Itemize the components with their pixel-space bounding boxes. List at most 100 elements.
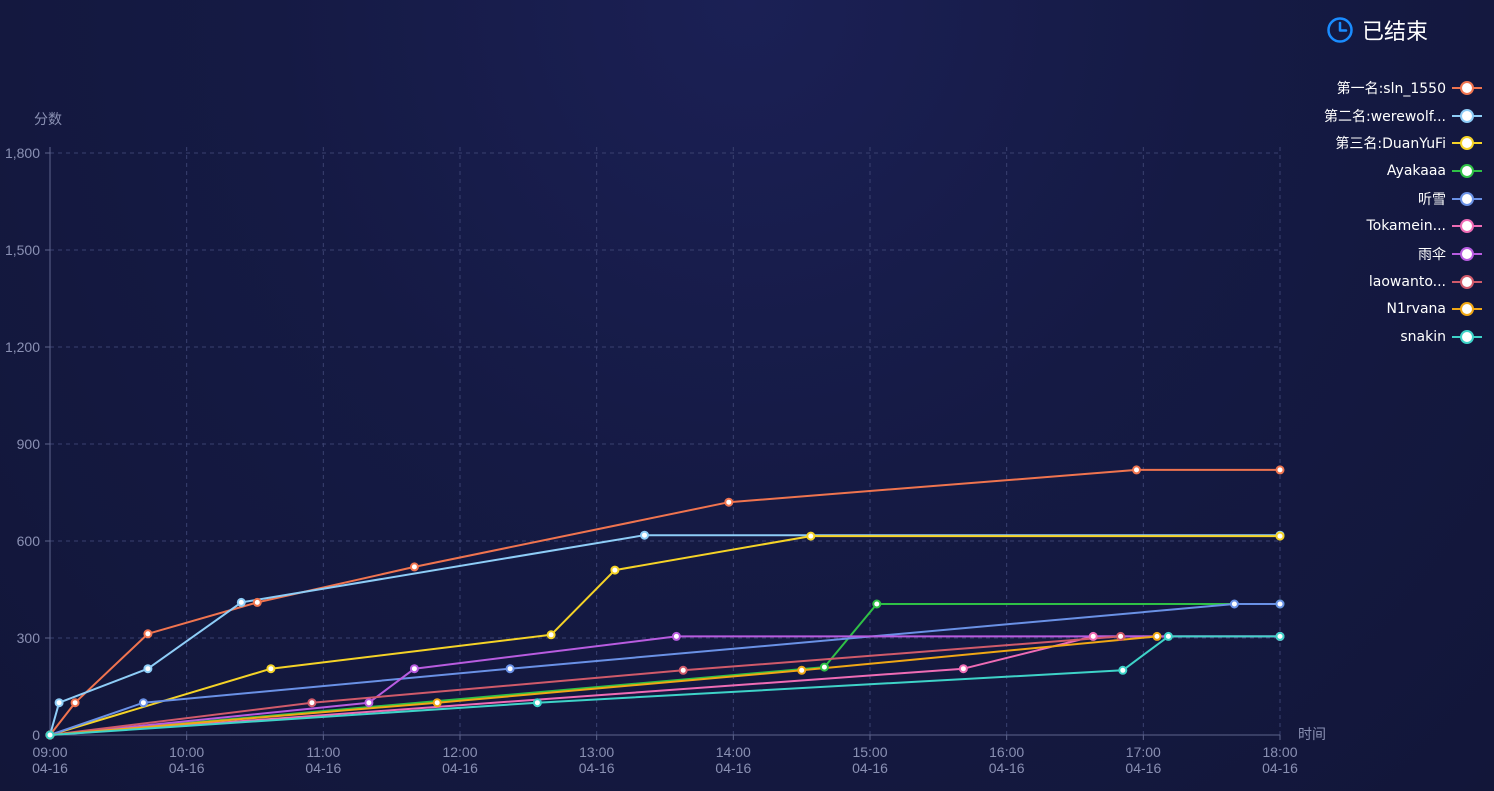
series-points bbox=[45, 465, 1285, 740]
legend-label: 第二名:werewolf... bbox=[1323, 108, 1446, 125]
x-tick-label: 13:00 bbox=[579, 744, 614, 760]
x-tick-label: 16:00 bbox=[989, 744, 1024, 760]
legend-label: snakin bbox=[1400, 329, 1446, 346]
x-tick-label: 15:00 bbox=[852, 744, 887, 760]
legend-item[interactable]: snakin bbox=[1400, 323, 1482, 351]
legend-marker-dot bbox=[1460, 136, 1474, 151]
legend-marker bbox=[1452, 274, 1482, 289]
x-axis-label: 时间 bbox=[1298, 726, 1326, 742]
legend-label: 第一名:sln_1550 bbox=[1336, 80, 1446, 97]
data-point bbox=[1275, 631, 1285, 641]
data-point bbox=[671, 631, 681, 641]
x-tick-label: 12:00 bbox=[442, 744, 477, 760]
data-point bbox=[409, 562, 419, 572]
data-point bbox=[872, 599, 882, 609]
legend-marker bbox=[1452, 191, 1482, 206]
data-point bbox=[70, 698, 80, 708]
legend-marker bbox=[1452, 302, 1482, 317]
series-lines bbox=[49, 468, 1280, 736]
y-tick-label: 600 bbox=[17, 533, 41, 549]
legend-marker bbox=[1452, 108, 1482, 123]
data-point bbox=[640, 530, 649, 540]
data-point bbox=[546, 630, 556, 640]
data-point bbox=[409, 664, 419, 674]
y-tick-label: 300 bbox=[17, 630, 41, 646]
data-point bbox=[236, 597, 246, 607]
y-tick-label: 1,500 bbox=[5, 242, 40, 258]
legend-item[interactable]: 听雪 bbox=[1418, 185, 1482, 213]
data-point bbox=[54, 698, 64, 708]
data-point bbox=[806, 531, 816, 541]
grid-lines bbox=[50, 147, 1281, 735]
data-point bbox=[532, 698, 542, 708]
x-tick-date: 04-16 bbox=[715, 760, 751, 776]
data-point bbox=[1132, 465, 1141, 475]
series-line-2 bbox=[49, 535, 1280, 736]
x-tick-date: 04-16 bbox=[852, 760, 888, 776]
x-tick-label: 09:00 bbox=[32, 744, 67, 760]
data-point bbox=[143, 664, 153, 674]
data-point bbox=[819, 662, 829, 672]
x-tick-label: 17:00 bbox=[1126, 744, 1161, 760]
x-tick-date: 04-16 bbox=[1125, 760, 1161, 776]
legend-item[interactable]: 第二名:werewolf... bbox=[1324, 102, 1482, 130]
legend-marker-dot bbox=[1460, 80, 1474, 95]
legend-marker-dot bbox=[1460, 302, 1474, 317]
legend-label: 听雪 bbox=[1418, 191, 1446, 208]
y-tick-label: 900 bbox=[17, 436, 41, 452]
status-indicator: 已结束 bbox=[1326, 14, 1428, 46]
legend-item[interactable]: 第一名:sln_1550 bbox=[1337, 74, 1482, 102]
legend-label: Tokamein... bbox=[1366, 218, 1446, 235]
data-point bbox=[252, 597, 262, 607]
legend-label: N1rvana bbox=[1386, 301, 1446, 318]
x-tick-date: 04-16 bbox=[1262, 760, 1298, 776]
series-line-7 bbox=[49, 635, 1121, 736]
legend-item[interactable]: 雨伞 bbox=[1418, 240, 1482, 268]
axes: 03006009001,2001,5001,80009:0004-1610:00… bbox=[5, 145, 1298, 776]
legend-label: 第三名:DuanYuFi bbox=[1335, 136, 1446, 153]
legend-label: laowanto... bbox=[1368, 273, 1446, 290]
x-tick-date: 04-16 bbox=[442, 760, 478, 776]
series-line-8 bbox=[49, 635, 1158, 736]
data-point bbox=[724, 497, 734, 507]
data-point bbox=[143, 629, 153, 639]
status-label: 已结束 bbox=[1362, 20, 1429, 45]
legend-label: 雨伞 bbox=[1418, 246, 1446, 263]
data-point bbox=[797, 665, 807, 675]
x-tick-date: 04-16 bbox=[169, 760, 205, 776]
x-tick-label: 14:00 bbox=[716, 744, 751, 760]
data-point bbox=[1229, 599, 1239, 609]
data-point bbox=[958, 664, 968, 674]
legend-marker-dot bbox=[1460, 108, 1474, 123]
y-tick-label: 1,800 bbox=[5, 145, 40, 161]
data-point bbox=[1275, 465, 1285, 475]
legend-item[interactable]: laowanto... bbox=[1369, 268, 1482, 296]
data-point bbox=[1116, 631, 1126, 641]
legend-marker-dot bbox=[1460, 246, 1474, 261]
data-point bbox=[307, 698, 317, 708]
chart-legend: 第一名:sln_1550 第二名:werewolf... 第三名:DuanYuFi A… bbox=[1324, 74, 1482, 351]
x-tick-date: 04-16 bbox=[579, 760, 615, 776]
y-tick-label: 0 bbox=[32, 727, 40, 743]
data-point bbox=[1118, 665, 1128, 675]
legend-item[interactable]: Ayakaaa bbox=[1387, 157, 1482, 185]
data-point bbox=[610, 565, 620, 575]
legend-item[interactable]: 第三名:DuanYuFi bbox=[1335, 129, 1482, 157]
legend-marker-dot bbox=[1460, 163, 1474, 178]
legend-marker-dot bbox=[1460, 219, 1474, 234]
data-point bbox=[1088, 631, 1098, 641]
legend-item[interactable]: Tokamein... bbox=[1366, 212, 1482, 240]
legend-marker-dot bbox=[1460, 330, 1474, 345]
data-point bbox=[266, 664, 276, 674]
x-tick-date: 04-16 bbox=[989, 760, 1025, 776]
y-tick-label: 1,200 bbox=[5, 339, 40, 355]
data-point bbox=[1152, 631, 1162, 641]
data-point bbox=[364, 698, 374, 708]
data-point bbox=[45, 730, 55, 740]
legend-marker bbox=[1452, 136, 1482, 151]
legend-marker bbox=[1452, 330, 1482, 345]
legend-label: Ayakaaa bbox=[1386, 162, 1446, 179]
legend-item[interactable]: N1rvana bbox=[1387, 296, 1482, 324]
data-point bbox=[1275, 599, 1285, 609]
